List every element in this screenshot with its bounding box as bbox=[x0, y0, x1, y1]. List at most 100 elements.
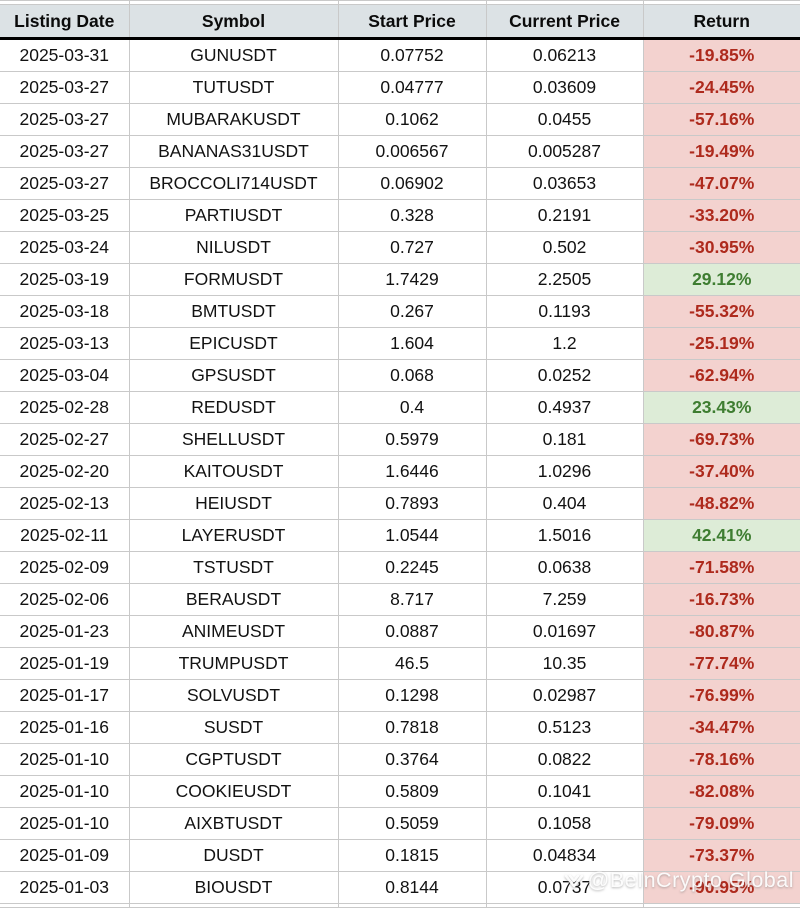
table-row: 2025-02-13 HEIUSDT 0.7893 0.404 -48.82% bbox=[0, 487, 800, 520]
listing-date-cell: 2025-02-09 bbox=[0, 551, 130, 584]
symbol-cell: BROCCOLI714USDT bbox=[128, 167, 339, 200]
symbol-cell: SHELLUSDT bbox=[128, 423, 339, 456]
return-cell: -77.74% bbox=[642, 647, 800, 680]
start-price-cell: 0.1062 bbox=[337, 103, 487, 136]
symbol-cell: BANANAS31USDT bbox=[128, 135, 339, 168]
return-cell: -24.45% bbox=[642, 71, 800, 104]
start-price-cell: 0.3764 bbox=[337, 743, 487, 776]
listing-date-cell: 2025-03-19 bbox=[0, 263, 130, 296]
table-row: 2025-03-24 NILUSDT 0.727 0.502 -30.95% bbox=[0, 231, 800, 264]
table-row: 2025-03-27 BANANAS31USDT 0.006567 0.005287-… bbox=[0, 135, 800, 168]
symbol-cell: TRUMPUSDT bbox=[128, 647, 339, 680]
table-row: 2025-02-09 TSTUSDT 0.2245 0.0638 -71.58% bbox=[0, 551, 800, 584]
current-price-cell: 0.0638 bbox=[485, 551, 644, 584]
start-price-cell: 0.5979 bbox=[337, 423, 487, 456]
current-price-cell: 1.0296 bbox=[485, 455, 644, 488]
current-price-cell: 0.1041 bbox=[485, 775, 644, 808]
return-cell: -34.47% bbox=[642, 711, 800, 744]
listing-date-cell: 2025-03-04 bbox=[0, 359, 130, 392]
table-row: 2025-03-25 PARTIUSDT 0.328 0.2191 -33.20% bbox=[0, 199, 800, 232]
current-price-cell: 0.0822 bbox=[485, 743, 644, 776]
table-row: 2025-01-09 DUSDT 0.1815 0.04834 -73.37% bbox=[0, 839, 800, 872]
symbol-cell: NILUSDT bbox=[128, 231, 339, 264]
listing-date-cell: 2025-03-31 bbox=[0, 38, 130, 72]
return-cell: -19.49% bbox=[642, 135, 800, 168]
current-price-cell: 0.1058 bbox=[485, 807, 644, 840]
table-row: 2025-02-11 LAYERUSDT 1.0544 1.5016 42.41% bbox=[0, 519, 800, 552]
listing-date-cell: 2025-03-27 bbox=[0, 71, 130, 104]
start-price-cell: 0.1815 bbox=[337, 839, 487, 872]
listing-date-cell: 2025-03-18 bbox=[0, 295, 130, 328]
symbol-cell: TSTUSDT bbox=[128, 551, 339, 584]
symbol-cell: SUSDT bbox=[128, 711, 339, 744]
start-price-cell: 1.604 bbox=[337, 327, 487, 360]
symbol-cell: KAITOUSDT bbox=[128, 455, 339, 488]
current-price-cell: 2.2505 bbox=[485, 263, 644, 296]
symbol-cell: GPSUSDT bbox=[128, 359, 339, 392]
listing-date-cell: 2025-03-24 bbox=[0, 231, 130, 264]
start-price-cell: 0.04777 bbox=[337, 71, 487, 104]
symbol-cell: SOLVUSDT bbox=[128, 679, 339, 712]
table-row: 2025-01-23 ANIMEUSDT 0.0887 0.01697 -80.87% bbox=[0, 615, 800, 648]
symbol-cell: AIXBTUSDT bbox=[128, 807, 339, 840]
listing-date-cell: 2025-02-06 bbox=[0, 583, 130, 616]
current-price-cell: 1.5016 bbox=[485, 519, 644, 552]
symbol-cell: BIOUSDT bbox=[128, 871, 339, 904]
current-price-cell: 0.06213 bbox=[485, 38, 644, 72]
column-header-current-price: Current Price bbox=[485, 4, 644, 40]
start-price-cell: 0.06902 bbox=[337, 167, 487, 200]
start-price-cell: 1.7429 bbox=[337, 263, 487, 296]
return-cell: -62.94% bbox=[642, 359, 800, 392]
current-price-cell: 0.0737 bbox=[485, 871, 644, 904]
listing-date-cell: 2025-01-17 bbox=[0, 679, 130, 712]
symbol-cell: GUNUSDT bbox=[128, 38, 339, 72]
return-cell: -79.09% bbox=[642, 807, 800, 840]
current-price-cell: 0.0455 bbox=[485, 103, 644, 136]
current-price-cell: 1.2 bbox=[485, 327, 644, 360]
table-header-row: Listing Date Symbol Start Price Current Pri… bbox=[0, 4, 800, 40]
symbol-cell: FORMUSDT bbox=[128, 263, 339, 296]
current-price-cell: 7.259 bbox=[485, 583, 644, 616]
symbol-cell: DUSDT bbox=[128, 839, 339, 872]
return-cell: -69.73% bbox=[642, 423, 800, 456]
start-price-cell: 1.6446 bbox=[337, 455, 487, 488]
return-cell: -82.08% bbox=[642, 775, 800, 808]
listing-date-cell: 2025-02-11 bbox=[0, 519, 130, 552]
return-cell: -37.40% bbox=[642, 455, 800, 488]
start-price-cell: 1.0544 bbox=[337, 519, 487, 552]
current-price-cell: 0.02987 bbox=[485, 679, 644, 712]
return-cell: -33.20% bbox=[642, 199, 800, 232]
table-row: 2025-03-19 FORMUSDT 1.7429 2.2505 29.12% bbox=[0, 263, 800, 296]
current-price-cell: 0.03653 bbox=[485, 167, 644, 200]
return-cell: -71.58% bbox=[642, 551, 800, 584]
listing-date-cell: 2025-01-10 bbox=[0, 807, 130, 840]
current-price-cell: 0.502 bbox=[485, 231, 644, 264]
table-row: 2025-03-27 TUTUSDT 0.04777 0.03609 -24.45% bbox=[0, 71, 800, 104]
start-price-cell: 46.5 bbox=[337, 647, 487, 680]
table-row: 2025-02-20 KAITOUSDT 1.6446 1.0296 -37.40% bbox=[0, 455, 800, 488]
current-price-cell: 0.4937 bbox=[485, 391, 644, 424]
return-cell: -57.16% bbox=[642, 103, 800, 136]
symbol-cell: PARTIUSDT bbox=[128, 199, 339, 232]
table-row: 2025-01-16 SUSDT 0.7818 0.5123 -34.47% bbox=[0, 711, 800, 744]
symbol-cell: BERAUSDT bbox=[128, 583, 339, 616]
start-price-cell: 0.07752 bbox=[337, 38, 487, 72]
table-row: 2025-01-19 TRUMPUSDT 46.5 10.35 -77.74% bbox=[0, 647, 800, 680]
table-row: 2025-03-13 EPICUSDT 1.604 1.2 -25.19% bbox=[0, 327, 800, 360]
start-price-cell: 0.328 bbox=[337, 199, 487, 232]
table-row: 2025-03-18 BMTUSDT 0.267 0.1193 -55.32% bbox=[0, 295, 800, 328]
symbol-cell: BMTUSDT bbox=[128, 295, 339, 328]
listing-date-cell: 2025-03-13 bbox=[0, 327, 130, 360]
return-cell: -25.19% bbox=[642, 327, 800, 360]
column-header-listing-date: Listing Date bbox=[0, 4, 130, 40]
listing-date-cell: 2025-01-19 bbox=[0, 647, 130, 680]
listing-date-cell: 2025-01-10 bbox=[0, 743, 130, 776]
return-cell: 23.43% bbox=[642, 391, 800, 424]
listing-date-cell: 2025-03-27 bbox=[0, 135, 130, 168]
return-cell: 29.12% bbox=[642, 263, 800, 296]
listing-date-cell: 2025-01-10 bbox=[0, 775, 130, 808]
start-price-cell: 0.7893 bbox=[337, 487, 487, 520]
return-cell: -80.87% bbox=[642, 615, 800, 648]
current-price-cell: 0.5123 bbox=[485, 711, 644, 744]
